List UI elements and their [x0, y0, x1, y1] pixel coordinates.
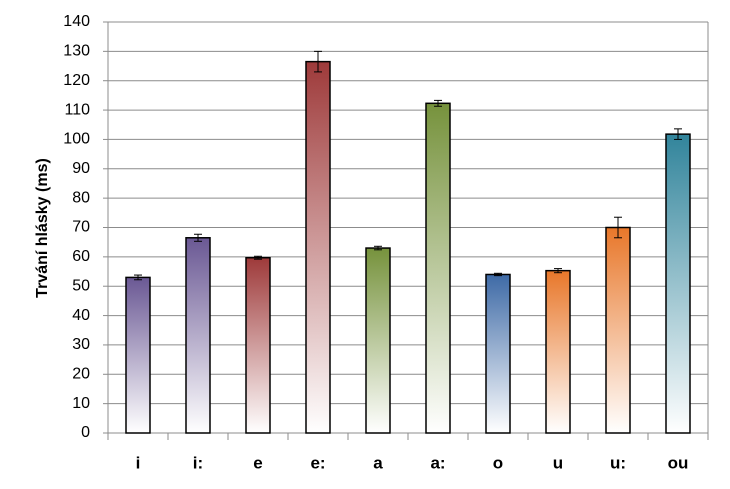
- x-tick-label: a:: [430, 453, 445, 472]
- bar: [485, 273, 511, 434]
- bar: [425, 102, 451, 434]
- error-bar: [434, 99, 442, 107]
- y-tick-label: 70: [72, 219, 90, 236]
- bar: [665, 133, 691, 434]
- error-bar: [554, 268, 562, 274]
- y-tick-label: 30: [72, 336, 90, 353]
- error-bar: [374, 245, 382, 251]
- x-tick-label: o: [493, 453, 503, 472]
- bar: [365, 247, 391, 434]
- y-tick-label: 110: [64, 101, 90, 118]
- y-tick-label: 50: [72, 277, 90, 294]
- y-tick-label: 40: [72, 307, 90, 324]
- y-tick-label: 120: [63, 72, 90, 89]
- y-tick-label: 90: [72, 160, 90, 177]
- error-bar: [674, 128, 682, 140]
- bar: [545, 269, 571, 434]
- y-tick-label: 80: [72, 189, 90, 206]
- y-tick-label: 10: [72, 395, 90, 412]
- bar: [605, 226, 631, 434]
- x-tick-label: u: [553, 453, 563, 472]
- y-axis-label: Trvání hlásky (ms): [34, 158, 51, 298]
- bar: [305, 60, 331, 434]
- y-tick-label: 20: [72, 366, 90, 383]
- x-tick-label: u:: [610, 453, 626, 472]
- error-bar: [494, 272, 502, 277]
- x-tick-label: a: [373, 453, 383, 472]
- x-tick-label: e:: [310, 453, 325, 472]
- y-tick-label: 140: [63, 13, 90, 30]
- x-tick-label: e: [253, 453, 262, 472]
- x-tick-label: ou: [668, 453, 689, 472]
- bar: [125, 276, 151, 434]
- error-bar: [134, 274, 142, 281]
- x-tick-label: i:: [193, 453, 203, 472]
- error-bar: [314, 50, 322, 73]
- bar: [185, 237, 211, 434]
- y-tick-label: 60: [72, 248, 90, 265]
- error-bar: [194, 233, 202, 242]
- y-tick-label: 0: [81, 424, 90, 441]
- error-bar: [254, 255, 262, 260]
- bar: [245, 256, 271, 434]
- y-tick-label: 100: [63, 131, 90, 148]
- x-tick-label: i: [136, 453, 141, 472]
- y-tick-label: 130: [63, 43, 90, 60]
- error-bar: [614, 216, 622, 239]
